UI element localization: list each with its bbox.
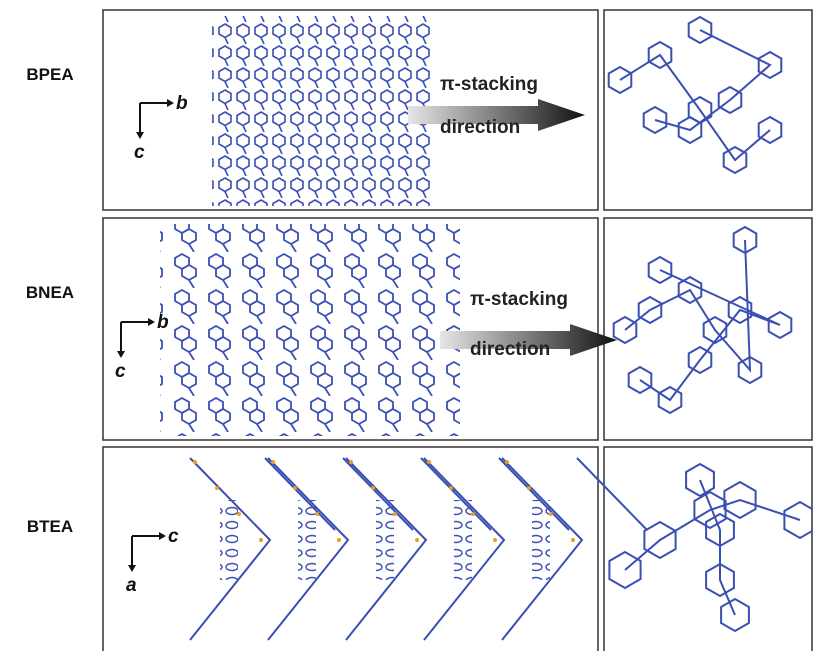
axis-label: c — [168, 526, 179, 547]
chain-rings — [298, 500, 316, 580]
axis-arrows — [121, 322, 149, 352]
molecule-bond — [625, 240, 750, 370]
sulfur — [371, 486, 375, 490]
row-label: BTEA — [27, 517, 73, 536]
arrow-text: direction — [470, 339, 550, 360]
sulfur — [349, 460, 353, 464]
sulfur — [293, 486, 297, 490]
arrow-text: π-stacking — [440, 74, 538, 95]
arrow-head — [128, 532, 166, 572]
arrow-text: direction — [440, 117, 520, 138]
molecule — [614, 227, 762, 383]
sulfur — [449, 486, 453, 490]
sulfur — [493, 538, 497, 542]
molecule — [609, 42, 782, 173]
axis-label: a — [126, 575, 137, 596]
sulfur — [337, 538, 341, 542]
molecule — [609, 482, 813, 588]
axis-label: c — [115, 361, 126, 382]
row-label: BNEA — [26, 283, 74, 302]
sulfur — [571, 538, 575, 542]
sulfur — [259, 538, 263, 542]
axis-label: c — [134, 142, 145, 163]
axis-label: b — [157, 312, 169, 333]
sulfur — [237, 512, 241, 516]
axis-label: b — [176, 93, 188, 114]
crystal-packing — [160, 16, 460, 436]
chain — [577, 458, 647, 530]
sulfur — [471, 512, 475, 516]
axis-arrows — [140, 103, 168, 133]
sulfur — [527, 486, 531, 490]
sulfur — [393, 512, 397, 516]
molecule-pairs — [609, 17, 813, 631]
molecule-bond — [640, 270, 780, 400]
molecule-bond — [655, 30, 770, 130]
chain-rings — [532, 500, 550, 580]
sulfur — [427, 460, 431, 464]
sulfur — [415, 538, 419, 542]
sulfur — [193, 460, 197, 464]
sulfur — [549, 512, 553, 516]
axis-arrows — [132, 536, 160, 566]
sulfur — [505, 460, 509, 464]
sulfur — [271, 460, 275, 464]
molecule-bond — [620, 55, 770, 160]
arrow-text: π-stacking — [470, 289, 568, 310]
chain-rings — [454, 500, 472, 580]
molecule — [686, 464, 749, 631]
sulfur — [215, 486, 219, 490]
row-label: BPEA — [26, 65, 73, 84]
figure: BPEA b c π-stacking direction BNEA b c π-stackin… — [0, 0, 813, 651]
chain-rings — [220, 500, 238, 580]
arrow-head — [136, 99, 174, 139]
sulfur — [315, 512, 319, 516]
crystal-packing-btea — [190, 458, 647, 640]
chain-rings — [376, 500, 394, 580]
arrow-head — [117, 318, 155, 358]
